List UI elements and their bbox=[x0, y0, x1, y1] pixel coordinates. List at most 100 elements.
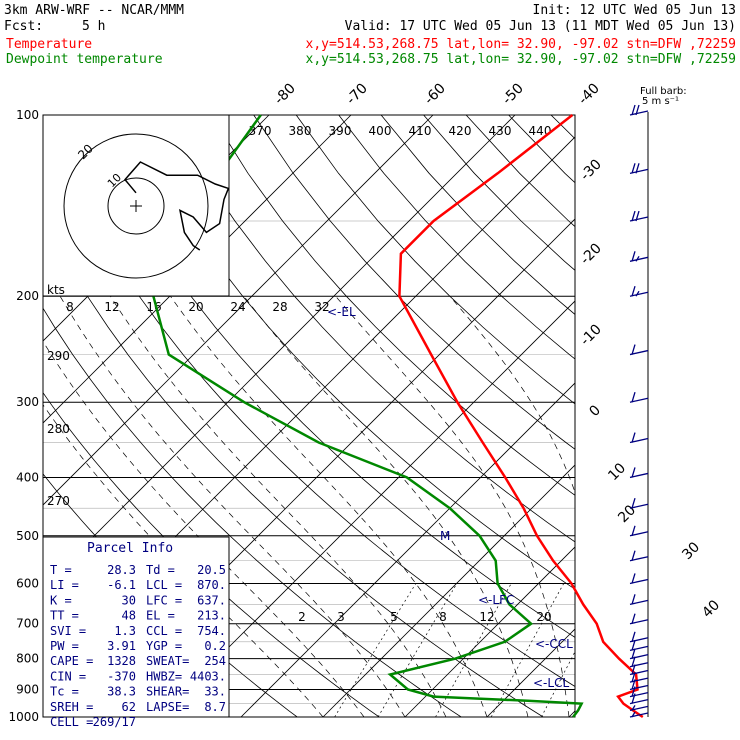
barb-feather bbox=[631, 467, 636, 478]
mixing-label-low-2: 2 bbox=[298, 610, 306, 624]
dry-adiabat-360 bbox=[295, 115, 575, 405]
isotherm-label--60: -60 bbox=[421, 80, 448, 107]
isotherm--10 bbox=[322, 464, 575, 717]
isotherm--30 bbox=[158, 300, 575, 717]
pressure-label-900: 900 bbox=[16, 682, 39, 696]
mixing-label-top-8: 8 bbox=[66, 300, 74, 314]
mixing-label-low-5: 5 bbox=[390, 610, 398, 624]
barb-staff bbox=[629, 437, 649, 444]
annotation-el: <-EL bbox=[327, 305, 356, 319]
parcel-value-left: 1328 bbox=[107, 654, 136, 668]
wind-barb-700 bbox=[629, 613, 649, 625]
barb-staff bbox=[629, 645, 649, 651]
parcel-key-left: PW = bbox=[50, 639, 79, 653]
barb-staff bbox=[629, 168, 649, 174]
pressure-label-600: 600 bbox=[16, 576, 39, 590]
isotherm-label--20: -20 bbox=[577, 240, 604, 267]
moist-adiabat-40 bbox=[733, 296, 740, 717]
isotherm-label--30: -30 bbox=[577, 156, 604, 183]
parcel-key-left: T = bbox=[50, 563, 72, 577]
parcel-key-right: SHEAR= bbox=[146, 685, 189, 699]
parcel-key-right: LCL = bbox=[146, 578, 182, 592]
mixing-ratio-5 bbox=[435, 583, 512, 717]
theta-label-370: 370 bbox=[249, 124, 272, 138]
legend-dewpoint-info: x,y=514.53,268.75 lat,lon= 32.90, -97.02… bbox=[306, 52, 736, 67]
wind-barb-125 bbox=[629, 163, 649, 174]
parcel-key-left: TT = bbox=[50, 609, 79, 623]
parcel-key-right: SWEAT= bbox=[146, 654, 189, 668]
barb-staff bbox=[629, 662, 649, 668]
parcel-key-left: LI = bbox=[50, 578, 79, 592]
init-time: Init: 12 UTC Wed 05 Jun 13 bbox=[533, 3, 737, 18]
theta-side-label-280: 280 bbox=[47, 422, 70, 436]
dry-adiabat-310 bbox=[83, 115, 575, 638]
barb-staff bbox=[629, 654, 649, 660]
wind-barb-300 bbox=[629, 392, 649, 403]
barb-staff bbox=[629, 556, 649, 562]
wind-barb-400 bbox=[629, 467, 649, 479]
hodograph-ring-10 bbox=[107, 177, 165, 235]
wind-barb-750 bbox=[629, 631, 649, 643]
parcel-key-right: LAPSE= bbox=[146, 700, 189, 714]
legend-temperature-info: x,y=514.53,268.75 lat,lon= 32.90, -97.02… bbox=[306, 37, 736, 52]
isotherm--70 bbox=[43, 115, 434, 506]
parcel-value-right: 254 bbox=[204, 654, 226, 668]
isotherm-40 bbox=[733, 115, 740, 717]
parcel-value-right: 20.5 bbox=[197, 563, 226, 577]
barb-staff bbox=[629, 531, 649, 537]
annotation-ccl: <-CCL bbox=[535, 637, 573, 651]
isotherm-label--10: -10 bbox=[577, 321, 604, 348]
barb-staff bbox=[629, 637, 649, 643]
dry-adiabat-290 bbox=[43, 217, 544, 717]
isotherm-label-10: 10 bbox=[605, 460, 629, 484]
theta-side-label-270: 270 bbox=[47, 494, 70, 508]
wind-barb-1000 bbox=[629, 711, 649, 718]
dry-adiabat-450 bbox=[679, 115, 740, 717]
parcel-key-left: Tc = bbox=[50, 685, 79, 699]
model-title: 3km ARW-WRF -- NCAR/MMM bbox=[4, 3, 184, 18]
dry-adiabat-380 bbox=[380, 115, 575, 315]
isotherm--60 bbox=[43, 115, 516, 588]
isotherm-label--40: -40 bbox=[575, 80, 602, 107]
dry-adiabat-300 bbox=[43, 117, 575, 687]
parcel-value-left: 48 bbox=[122, 609, 136, 623]
isotherm-label-20: 20 bbox=[615, 502, 639, 526]
dry-adiabat-440 bbox=[636, 115, 740, 717]
barb-staff bbox=[629, 698, 649, 705]
parcel-value-right: 33. bbox=[204, 685, 226, 699]
mixing-label-top-28: 28 bbox=[272, 300, 287, 314]
barb-feather bbox=[631, 104, 636, 116]
moist-adiabat--5 bbox=[43, 340, 365, 717]
wind-barb-775 bbox=[629, 640, 649, 651]
mixing-ratio-3 bbox=[377, 583, 458, 717]
annotation-m: M bbox=[440, 529, 450, 543]
isotherm-0 bbox=[404, 546, 575, 717]
wind-barb-250 bbox=[629, 344, 649, 356]
wind-barb-350 bbox=[629, 432, 649, 444]
barb-staff bbox=[629, 669, 649, 676]
wind-barb-800 bbox=[629, 648, 649, 660]
moist-adiabat-0 bbox=[59, 296, 406, 717]
mixing-label-top-32: 32 bbox=[314, 300, 329, 314]
barb-feather bbox=[631, 251, 636, 262]
wind-barb-650 bbox=[629, 594, 649, 606]
dry-adiabat-430 bbox=[594, 115, 740, 717]
parcel-title: Parcel Info bbox=[87, 541, 173, 556]
barb-staff bbox=[629, 349, 649, 356]
fcst-label: Fcst: bbox=[4, 19, 43, 34]
pressure-label-300: 300 bbox=[16, 395, 39, 409]
parcel-key-left: SVI = bbox=[50, 624, 86, 638]
wind-barb-450 bbox=[629, 498, 649, 509]
dry-adiabat-390 bbox=[423, 115, 575, 271]
parcel-value-right: 754. bbox=[197, 624, 226, 638]
barb-staff bbox=[629, 291, 649, 297]
parcel-value-right: 637. bbox=[197, 593, 226, 607]
parcel-key-left: K = bbox=[50, 593, 72, 607]
annotation-lcl: <-LCL bbox=[533, 676, 569, 690]
isotherm-label-40: 40 bbox=[699, 597, 723, 621]
barb-staff bbox=[629, 578, 649, 585]
isotherm-label-30: 30 bbox=[679, 539, 703, 563]
theta-label-380: 380 bbox=[289, 124, 312, 138]
parcel-value-left: 269/17 bbox=[93, 715, 136, 729]
wind-barb-100 bbox=[629, 104, 649, 116]
